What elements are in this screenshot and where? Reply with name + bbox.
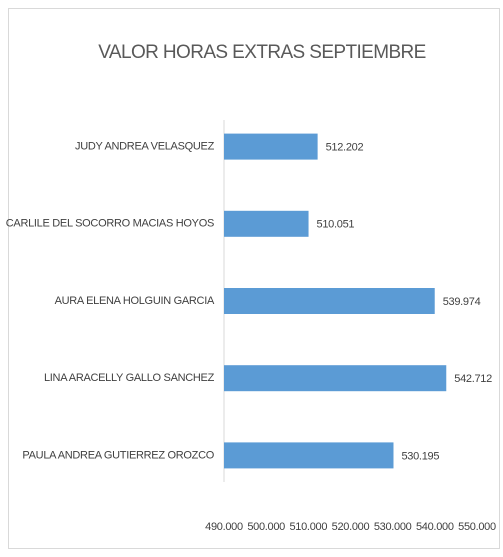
data-label: 530.195 — [401, 450, 439, 462]
bar — [224, 210, 309, 237]
x-tick-label: 540.000 — [416, 521, 454, 533]
data-label: 510.051 — [317, 219, 355, 231]
x-tick-label: 550.000 — [458, 521, 496, 533]
bar — [224, 288, 435, 314]
x-tick-label: 490.000 — [205, 521, 243, 533]
bar — [224, 133, 318, 160]
bar — [224, 365, 447, 392]
y-tick-label: LINA ARACELLY GALLO SANCHEZ — [44, 372, 215, 384]
data-label: 542.712 — [454, 373, 492, 385]
y-tick-label: AURA ELENA HOLGUIN GARCIA — [55, 295, 215, 307]
x-tick-label: 510.000 — [289, 521, 327, 533]
y-tick-label: PAULA ANDREA GUTIERREZ OROZCO — [22, 449, 214, 461]
chart-title: VALOR HORAS EXTRAS SEPTIEMBRE — [98, 42, 426, 63]
data-label: 512.202 — [326, 142, 364, 154]
data-label: 539.974 — [443, 296, 481, 308]
x-tick-label: 500.000 — [247, 521, 285, 533]
x-tick-label: 530.000 — [374, 521, 412, 533]
y-tick-label: JUDY ANDREA VELASQUEZ — [75, 141, 215, 153]
y-tick-label: CARLILE DEL SOCORRO MACIAS HOYOS — [6, 218, 214, 230]
bar — [224, 442, 394, 469]
x-tick-label: 520.000 — [332, 521, 370, 533]
